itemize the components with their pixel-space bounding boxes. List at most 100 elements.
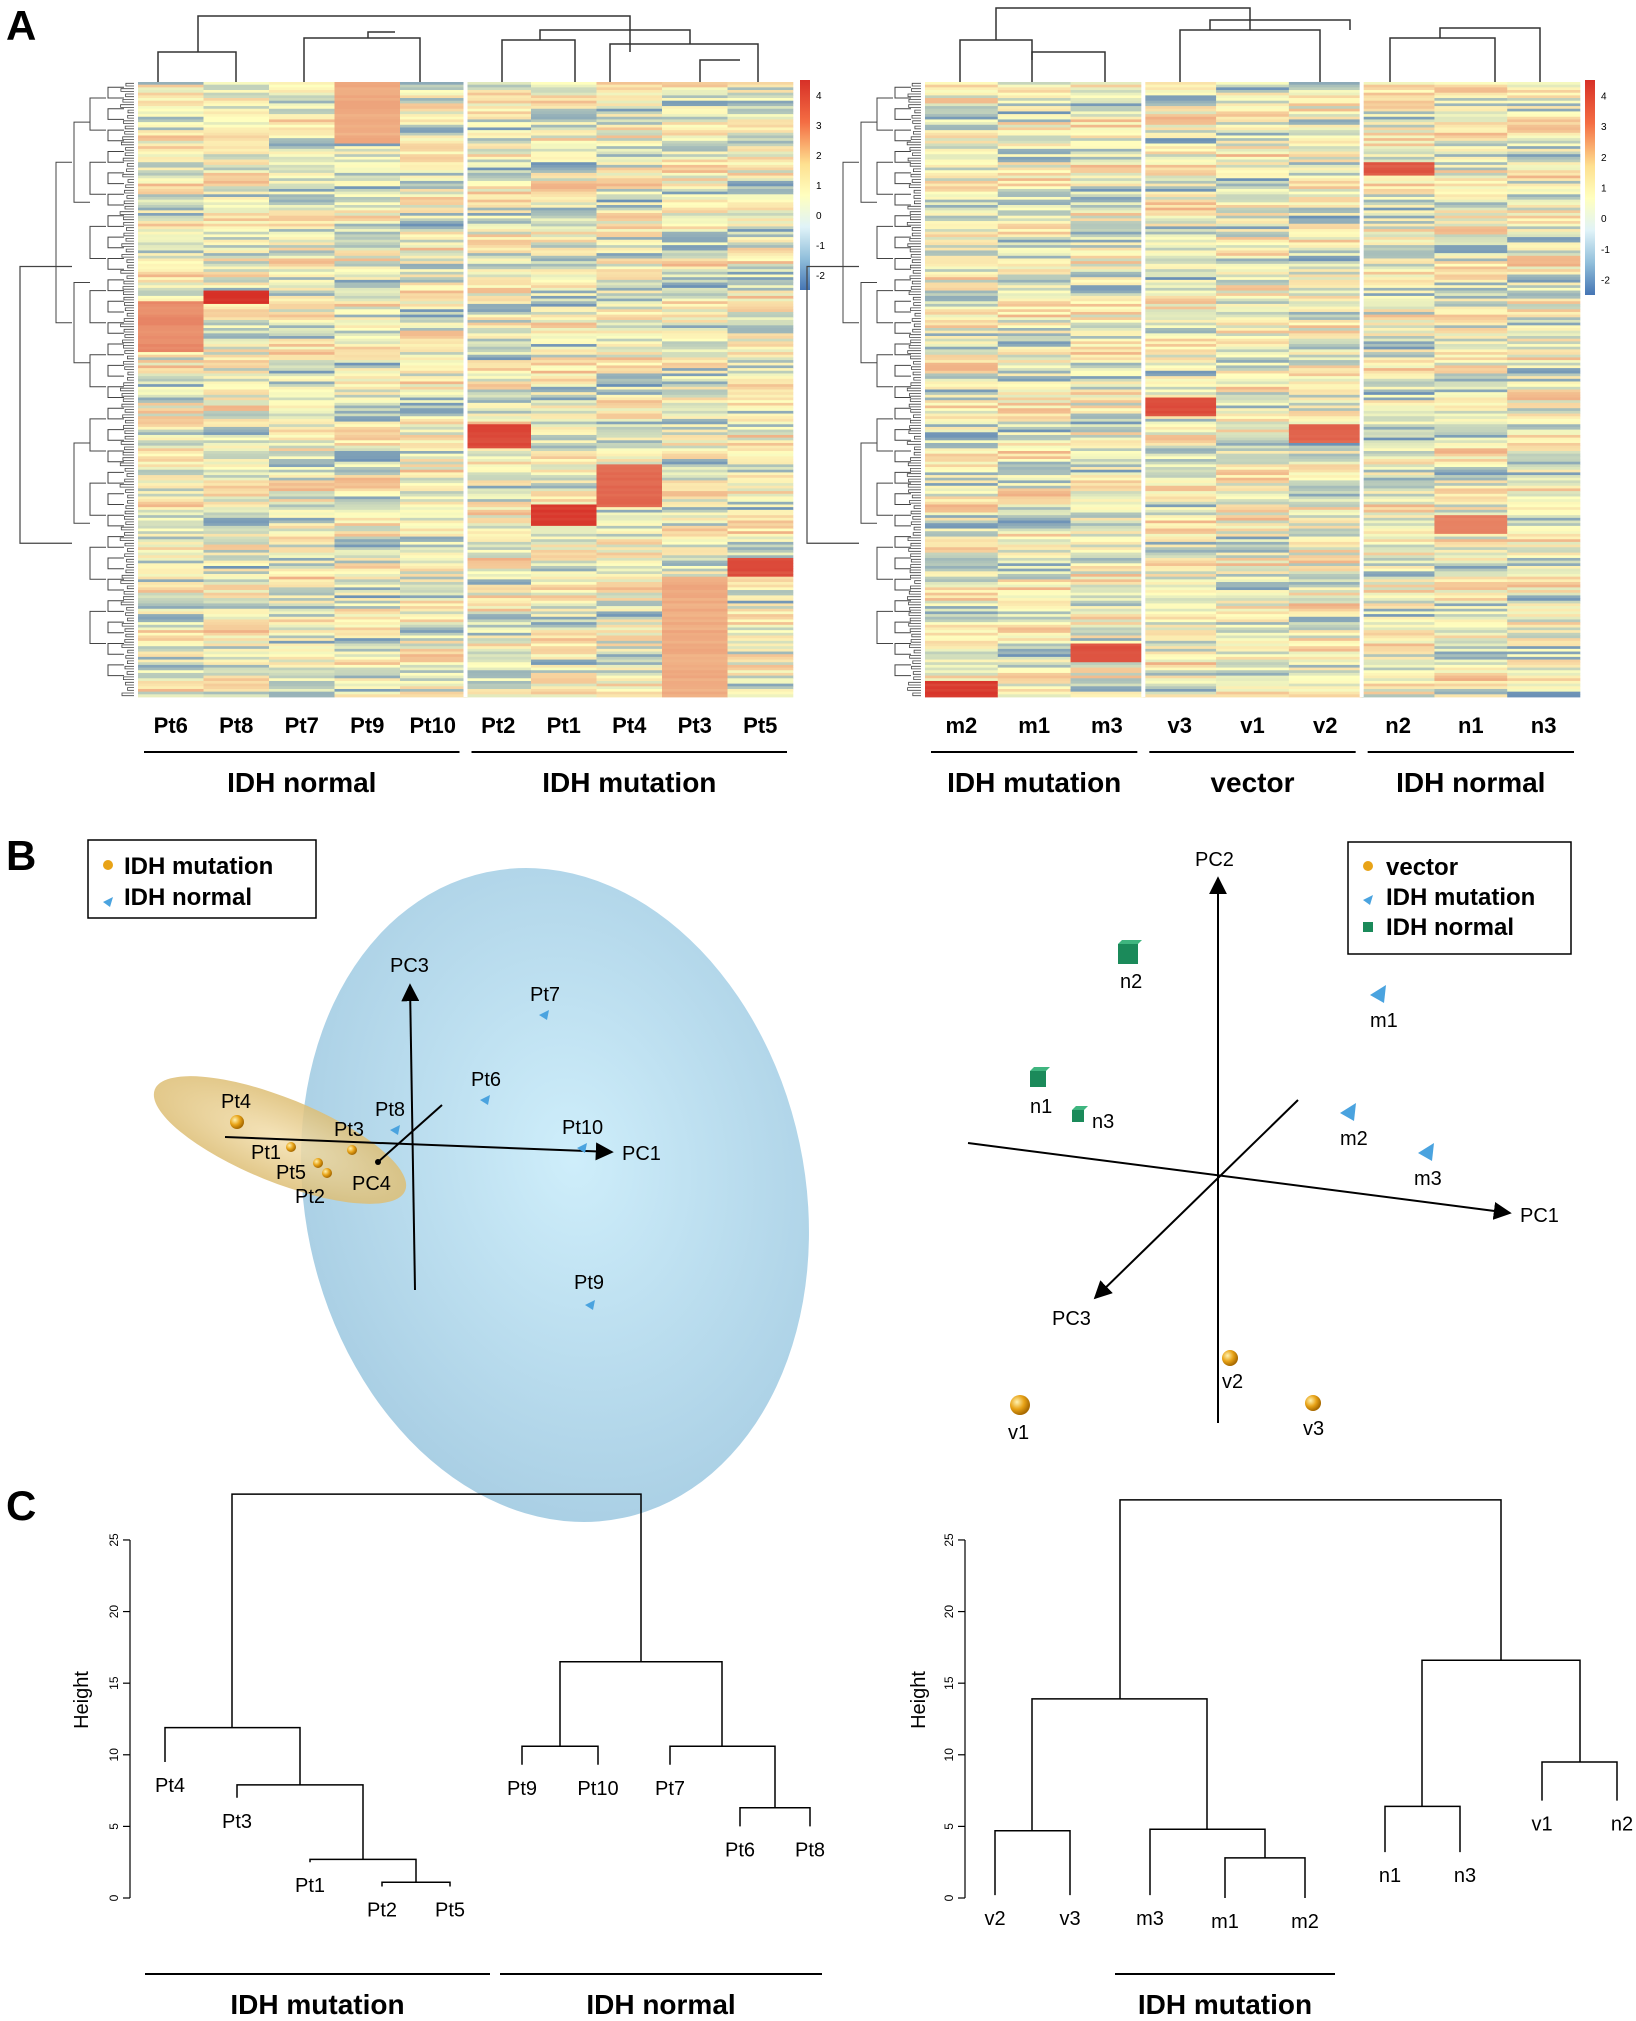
heatmap-cell	[925, 226, 999, 230]
heatmap-cell	[925, 541, 999, 545]
heatmap-cell	[1070, 627, 1144, 631]
heatmap-cell	[1216, 413, 1290, 417]
heatmap-cell	[334, 376, 401, 380]
heatmap-cell	[531, 199, 597, 203]
heatmap-cell	[1288, 362, 1362, 366]
heatmap-cell	[1361, 277, 1435, 281]
heatmap-cell	[1434, 565, 1508, 570]
heatmap-cell	[1143, 151, 1217, 155]
heatmap-cell	[531, 386, 597, 390]
heatmap-cell	[334, 517, 401, 521]
heatmap-cell	[1143, 400, 1217, 404]
heatmap-cell	[1216, 143, 1290, 147]
heatmap-cell	[138, 434, 204, 439]
heatmap-cell	[925, 520, 999, 524]
heatmap-cell	[925, 253, 999, 257]
heatmap-cell	[997, 154, 1071, 158]
heatmap-cell	[400, 130, 466, 134]
heatmap-cell	[531, 336, 597, 340]
heatmap-cell	[925, 111, 999, 115]
heatmap-cell	[138, 277, 204, 281]
heatmap-cell	[465, 574, 532, 578]
heatmap-cell	[1361, 616, 1435, 620]
heatmap-cell	[400, 565, 466, 570]
heatmap-cell	[997, 691, 1071, 695]
heatmap-cell	[334, 574, 401, 578]
heatmap-cell	[400, 314, 466, 318]
heatmap-cell	[269, 143, 335, 147]
heatmap-cell	[925, 328, 999, 332]
heatmap-cell	[465, 579, 532, 583]
heatmap-cell	[400, 432, 466, 436]
heatmap-cell	[925, 648, 999, 652]
heatmap-cell	[1434, 199, 1508, 203]
heatmap-cell	[1143, 319, 1217, 324]
heatmap-cell	[1216, 172, 1290, 176]
heatmap-cell	[727, 82, 794, 86]
heatmap-cell	[1361, 410, 1435, 414]
heatmap-cell	[334, 229, 401, 233]
heatmap-cell	[400, 483, 466, 487]
heatmap-cell	[465, 664, 532, 668]
heatmap-cell	[925, 563, 999, 567]
heatmap-cell	[925, 547, 999, 551]
heatmap-cell	[465, 301, 532, 305]
heatmap-cell	[400, 389, 466, 393]
heatmap-cell	[1070, 116, 1144, 120]
heatmap-cell	[138, 82, 204, 86]
heatmap-cell	[400, 691, 466, 695]
heatmap-cell	[203, 287, 270, 291]
data-point-circle	[313, 1158, 323, 1168]
heatmap-cell	[727, 654, 794, 658]
heatmap-cell	[727, 515, 794, 519]
heatmap-cell	[596, 638, 663, 642]
heatmap-cell	[596, 215, 663, 219]
heatmap-cell	[531, 453, 597, 457]
heatmap-cell	[203, 295, 270, 299]
heatmap-cell	[662, 654, 728, 658]
heatmap-cell	[662, 263, 728, 267]
heatmap-cell	[662, 563, 728, 567]
heatmap-cell	[269, 646, 335, 650]
heatmap-cell	[269, 255, 335, 259]
heatmap-cell	[997, 582, 1071, 586]
heatmap-cell	[1143, 269, 1217, 273]
heatmap-cell	[138, 662, 204, 666]
heatmap-cell	[531, 317, 597, 321]
heatmap-cell	[1070, 170, 1144, 174]
heatmap-cell	[203, 667, 270, 671]
heatmap-cell	[334, 143, 401, 147]
heatmap-cell	[531, 590, 597, 594]
heatmap-cell	[138, 215, 204, 219]
heatmap-cell	[269, 453, 335, 457]
heatmap-cell	[1507, 405, 1581, 409]
heatmap-cell	[269, 400, 335, 404]
heatmap-cell	[662, 547, 728, 551]
heatmap-cell	[465, 611, 532, 615]
heatmap-cell	[531, 533, 597, 537]
heatmap-cell	[662, 456, 728, 460]
heatmap-cell	[1143, 630, 1217, 634]
heatmap-cell	[997, 515, 1071, 519]
heatmap-cell	[400, 333, 466, 337]
heatmap-cell	[925, 531, 999, 535]
heatmap-cell	[1288, 106, 1362, 110]
heatmap-cell	[1434, 298, 1508, 302]
heatmap-cell	[465, 368, 532, 372]
heatmap-cell	[1434, 106, 1508, 110]
heatmap-cell	[596, 282, 663, 286]
heatmap-cell	[1216, 587, 1290, 591]
heatmap-cell	[1434, 231, 1508, 235]
heatmap-cell	[203, 362, 270, 366]
heatmap-cell	[269, 477, 335, 481]
heatmap-cell	[727, 98, 794, 102]
heatmap-cell	[925, 376, 999, 380]
heatmap-cell	[727, 565, 794, 570]
heatmap-cell	[1361, 456, 1435, 460]
heatmap-cell	[465, 448, 532, 452]
heatmap-cell	[1361, 397, 1435, 401]
heatmap-cell	[269, 360, 335, 364]
heatmap-cell	[203, 635, 270, 639]
heatmap-cell	[138, 659, 204, 663]
heatmap-cell	[1361, 205, 1435, 209]
